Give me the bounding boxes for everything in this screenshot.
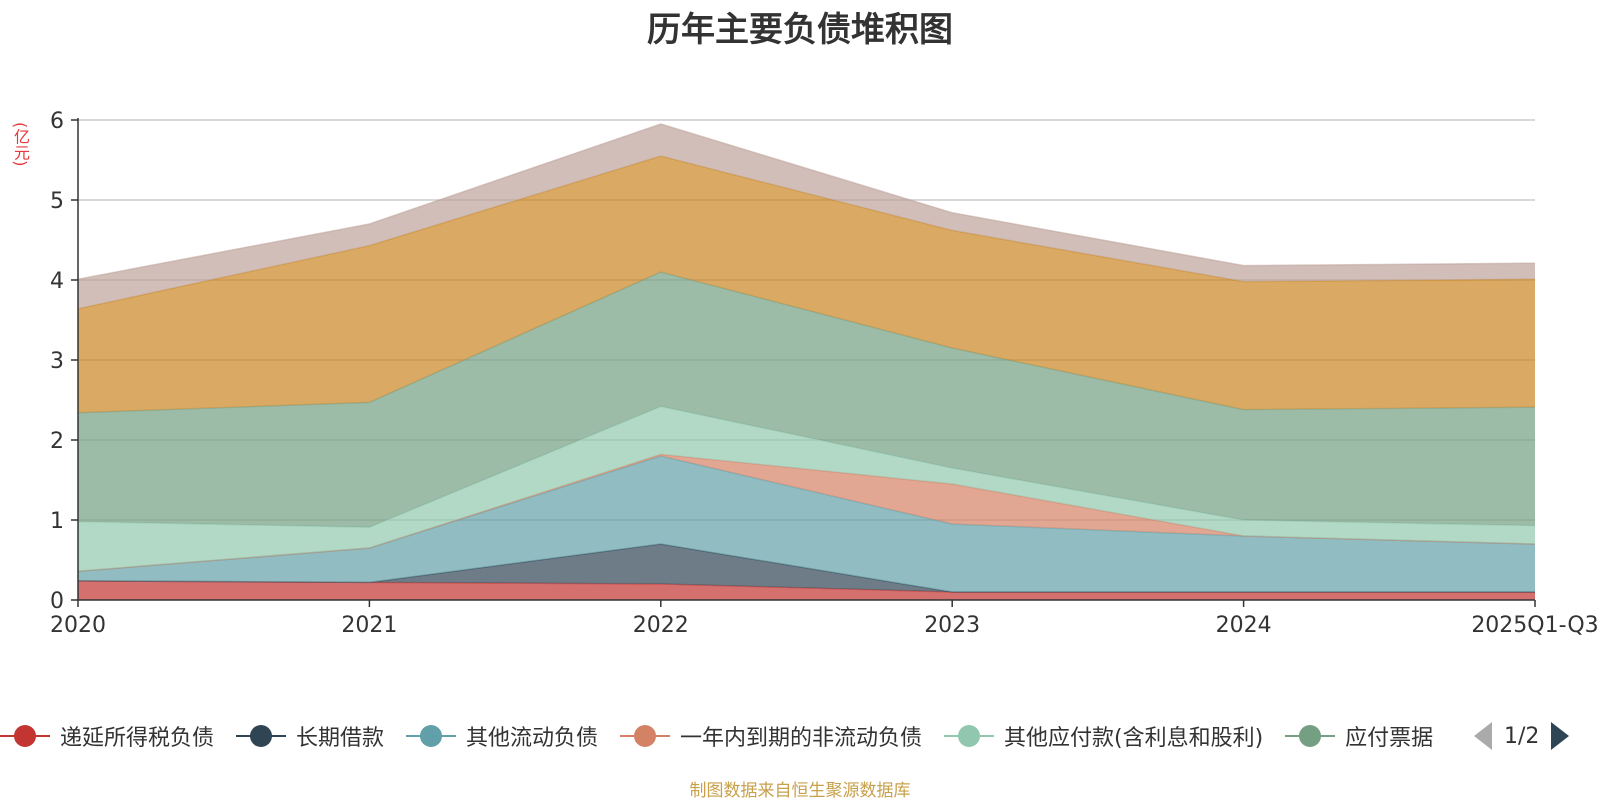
area-series-4 — [78, 406, 1535, 572]
legend-prev-page-icon[interactable] — [1474, 722, 1492, 750]
y-tick-label: 3 — [50, 349, 64, 374]
legend-label: 递延所得税负债 — [60, 726, 215, 751]
x-tick-label: 2021 — [341, 613, 397, 638]
area-series-2 — [78, 456, 1535, 592]
x-tick-label: 2022 — [633, 613, 689, 638]
y-tick-label: 4 — [50, 269, 64, 294]
source-note: 制图数据来自恒生聚源数据库 — [689, 781, 911, 801]
area-series-0 — [78, 580, 1535, 600]
legend-label: 其他流动负债 — [466, 726, 599, 751]
legend-items: 递延所得税负债 长期借款 其他流动负债 一年内到期的非流动负债 其他应付款(含利息和股利… — [0, 718, 1470, 754]
area-series-5 — [78, 272, 1535, 528]
legend-label: 一年内到期的非流动负债 — [680, 726, 923, 751]
legend-next-page-icon[interactable] — [1551, 722, 1570, 750]
legend-item-2[interactable]: 其他流动负债 — [406, 718, 598, 754]
y-tick-label: 1 — [50, 509, 64, 534]
legend-item-5[interactable]: 应付票据 — [1285, 718, 1433, 754]
legend-item-0[interactable]: 递延所得税负债 — [0, 718, 214, 754]
legend-label: 其他应付款(含利息和股利) — [1004, 726, 1264, 751]
x-tick-label: 2023 — [924, 613, 980, 638]
legend: 递延所得税负债 长期借款 其他流动负债 一年内到期的非流动负债 其他应付款(含利息和股利… — [0, 718, 1600, 754]
legend-page-indicator: 1/2 — [1504, 723, 1540, 749]
legend-swatch — [944, 718, 994, 754]
y-tick-label: 2 — [50, 429, 64, 454]
legend-label: 长期借款 — [296, 726, 385, 751]
plot-area: 0 1 2 3 4 5 6 2020 2021 2022 2023 2024 2025Q1-Q3 — [50, 109, 1599, 638]
legend-swatch — [236, 718, 286, 754]
legend-item-1[interactable]: 长期借款 — [236, 718, 384, 754]
y-axis-unit: (亿元) — [11, 122, 30, 167]
y-tick-label: 5 — [50, 189, 64, 214]
legend-label: 应付票据 — [1345, 726, 1434, 751]
legend-swatch — [406, 718, 456, 754]
x-tick-label: 2025Q1-Q3 — [1471, 613, 1598, 638]
x-tick-label: 2020 — [50, 613, 106, 638]
area-series-6 — [78, 156, 1535, 413]
line-series-7 — [77, 123, 1536, 280]
y-tick-label: 0 — [50, 589, 64, 614]
legend-swatch — [1285, 718, 1336, 754]
legend-swatch — [620, 718, 670, 754]
y-tick-label: 6 — [50, 109, 64, 134]
legend-swatch — [0, 718, 50, 754]
area-series-7 — [78, 124, 1535, 309]
legend-item-3[interactable]: 一年内到期的非流动负债 — [620, 718, 922, 754]
area-series-3 — [78, 454, 1535, 572]
legend-item-4[interactable]: 其他应付款(含利息和股利) — [944, 718, 1263, 754]
chart-title: 历年主要负债堆积图 — [647, 10, 953, 50]
x-tick-label: 2024 — [1216, 613, 1272, 638]
legend-pager: 1/2 — [1474, 718, 1570, 754]
